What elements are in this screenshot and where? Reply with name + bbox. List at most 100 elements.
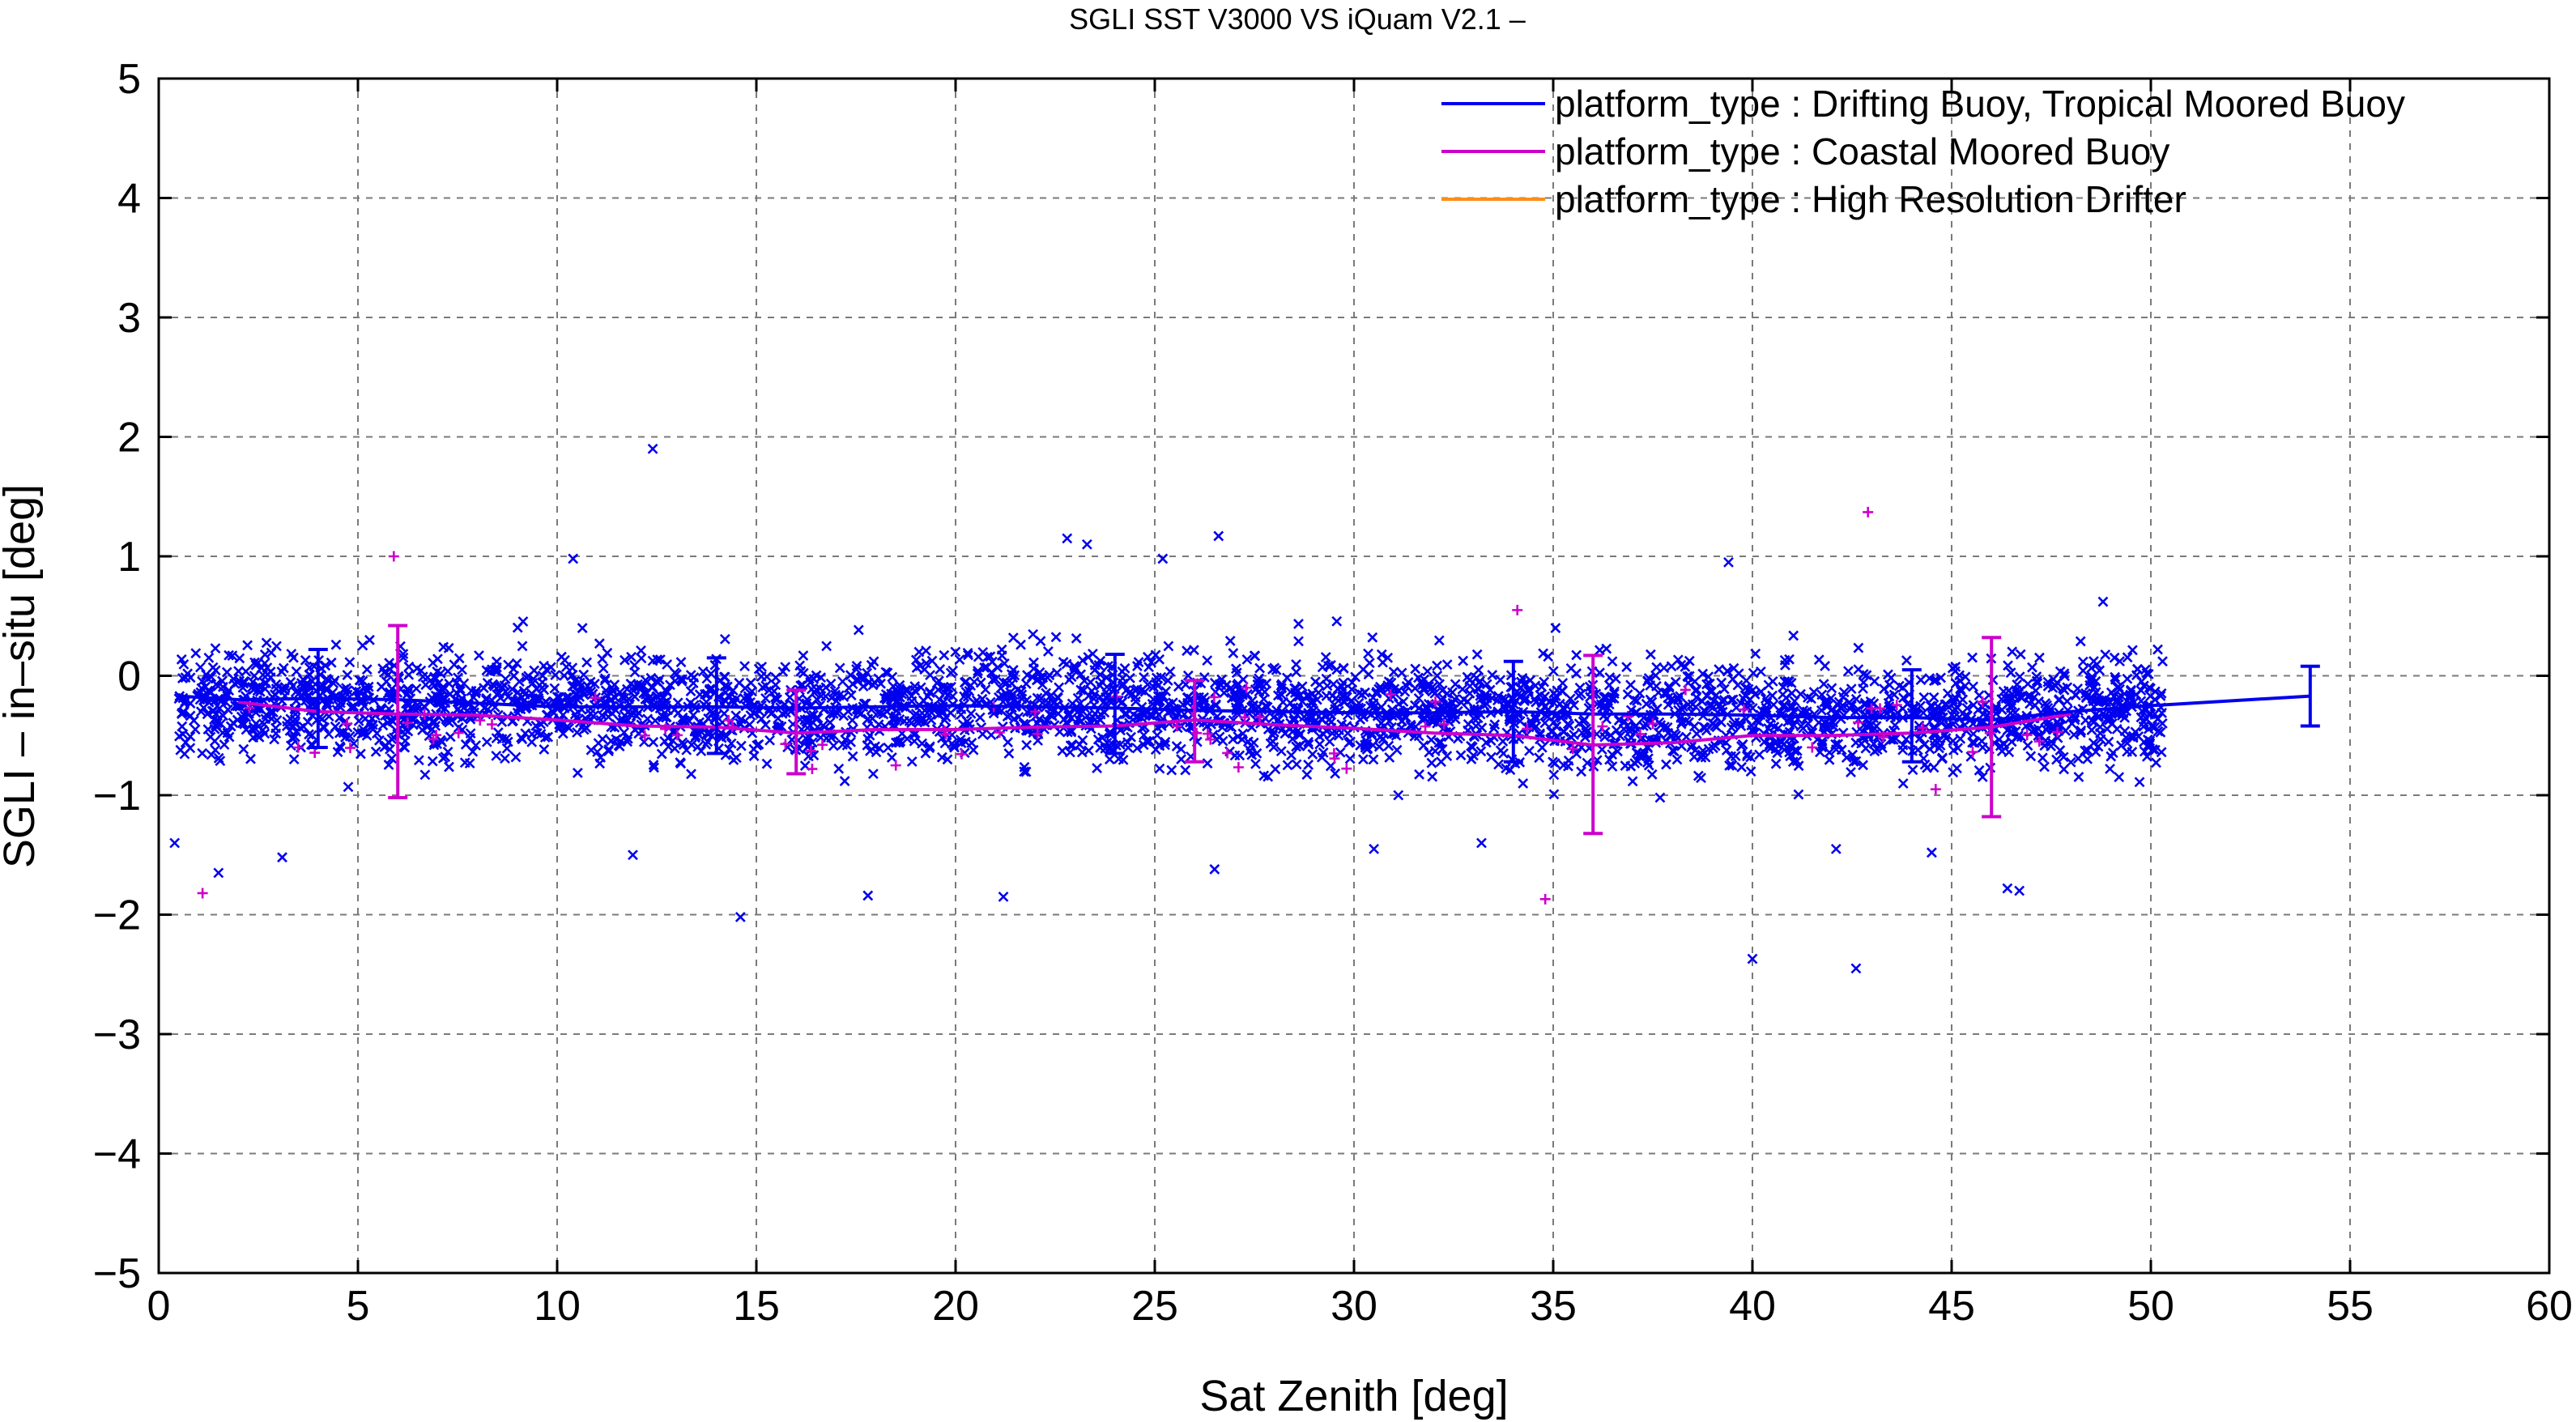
data-point-drifting [756, 662, 768, 672]
data-point-drifting [963, 649, 973, 661]
data-point-drifting [1150, 649, 1161, 661]
data-point-drifting [1968, 700, 1979, 711]
data-point-drifting [344, 730, 356, 742]
data-point-drifting [1160, 739, 1170, 751]
data-point-drifting [1621, 662, 1633, 673]
error-bar-drifting [1105, 652, 1125, 756]
data-point-drifting [1272, 690, 1284, 701]
data-point-drifting [1269, 662, 1280, 674]
data-point-drifting [945, 707, 956, 718]
data-point-drifting [1450, 679, 1461, 690]
data-point-drifting [365, 722, 377, 734]
data-point-drifting [2022, 740, 2033, 751]
data-point-drifting [1788, 630, 1799, 641]
data-point-drifting [1301, 690, 1313, 701]
data-point-drifting [320, 683, 331, 695]
data-point-drifting [744, 719, 756, 730]
data-point-drifting [1608, 693, 1620, 704]
data-point-drifting [481, 692, 492, 704]
x-tick-label: 15 [733, 1283, 780, 1330]
data-point-drifting [1143, 662, 1154, 673]
data-point-drifting [1466, 740, 1476, 751]
x-tick-label: 25 [1131, 1283, 1178, 1330]
y-tick-label: −4 [93, 1131, 141, 1178]
data-point-drifting [581, 722, 592, 734]
data-point-drifting [458, 678, 470, 689]
data-point-drifting [1251, 747, 1262, 759]
data-point-drifting [1823, 722, 1834, 734]
y-axis-label: SGLI – in–situ [deg] [0, 484, 44, 868]
data-point-coastal [2033, 736, 2045, 747]
data-point-drifting [2157, 707, 2167, 718]
data-point-drifting [2097, 596, 2109, 607]
data-point-drifting [236, 717, 248, 729]
data-point-drifting [304, 729, 314, 740]
data-point-drifting [2110, 671, 2121, 683]
data-point-drifting [2132, 663, 2144, 675]
data-point-drifting [2133, 731, 2144, 742]
data-point-drifting [734, 912, 746, 922]
data-point-drifting [1514, 716, 1526, 726]
data-point-drifting [894, 687, 905, 698]
data-point-drifting [1256, 679, 1267, 690]
data-point-drifting [1432, 671, 1443, 681]
data-point-drifting [1118, 678, 1129, 689]
data-point-drifting [1897, 778, 1909, 789]
data-point-drifting [761, 758, 773, 769]
data-point-drifting [1089, 708, 1101, 719]
x-tick-label: 20 [932, 1283, 979, 1330]
data-point-drifting [667, 735, 679, 746]
data-point-drifting [1786, 702, 1797, 713]
data-point-drifting [1718, 683, 1730, 695]
data-point-drifting [1615, 730, 1626, 742]
data-point-drifting [581, 657, 593, 668]
data-point-drifting [914, 716, 926, 727]
data-point-drifting [820, 691, 831, 702]
data-point-drifting [1523, 683, 1535, 695]
data-point-drifting [894, 713, 905, 725]
data-point-drifting [556, 651, 567, 662]
data-point-drifting [297, 680, 309, 692]
data-point-drifting [1291, 666, 1302, 678]
data-point-drifting [1228, 648, 1239, 658]
data-point-drifting [825, 709, 836, 720]
data-point-drifting [403, 661, 415, 672]
data-point-drifting [2016, 692, 2028, 704]
data-point-drifting [1224, 636, 1236, 646]
data-point-drifting [261, 637, 272, 649]
data-point-coastal [1241, 682, 1252, 693]
data-point-drifting [1850, 963, 1862, 974]
data-point-drifting [1789, 745, 1800, 756]
data-point-drifting [1335, 747, 1346, 758]
data-point-drifting [1364, 658, 1375, 669]
data-point-drifting [1861, 721, 1872, 731]
data-point-drifting [1303, 739, 1314, 750]
data-point-drifting [2147, 721, 2158, 732]
data-point-drifting [1290, 683, 1301, 694]
data-point-drifting [481, 736, 492, 747]
data-point-drifting [358, 724, 368, 735]
data-point-drifting [1317, 662, 1328, 673]
data-point-drifting [1237, 728, 1249, 739]
data-point-drifting [1028, 628, 1039, 640]
data-point-drifting [1398, 696, 1409, 707]
data-point-coastal [671, 730, 683, 741]
data-point-drifting [1358, 754, 1369, 765]
data-point-drifting [453, 653, 465, 664]
data-point-drifting [1492, 695, 1503, 706]
data-point-drifting [1918, 692, 1930, 703]
data-point-drifting [1114, 739, 1126, 750]
data-point-drifting [677, 674, 688, 685]
data-point-drifting [1741, 751, 1752, 762]
data-point-drifting [974, 712, 986, 723]
data-point-drifting [658, 712, 669, 723]
data-point-drifting [2141, 751, 2152, 762]
data-point-drifting [2095, 727, 2106, 739]
data-point-drifting [454, 683, 466, 694]
data-point-drifting [1361, 739, 1373, 750]
data-point-drifting [1663, 699, 1674, 710]
data-point-drifting [1767, 690, 1778, 701]
data-point-drifting [1117, 696, 1128, 708]
